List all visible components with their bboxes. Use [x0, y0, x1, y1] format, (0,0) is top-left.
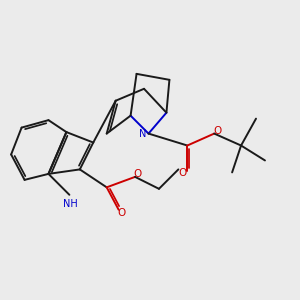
Text: N: N — [140, 129, 147, 139]
Text: O: O — [179, 168, 187, 178]
Text: O: O — [213, 126, 221, 136]
Text: NH: NH — [64, 199, 78, 209]
Text: O: O — [117, 208, 125, 218]
Text: O: O — [133, 169, 142, 179]
